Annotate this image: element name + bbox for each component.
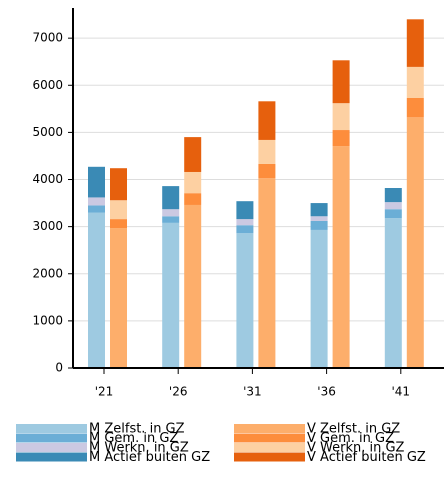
bar-segment xyxy=(184,137,202,172)
legend-label: M Actief buiten GZ xyxy=(89,450,210,465)
bar-segment xyxy=(384,202,402,210)
bar-segment xyxy=(384,188,402,203)
legend-label: V Zelfst. in GZ xyxy=(307,422,400,437)
y-tick-label: 0 xyxy=(55,361,63,375)
x-tick-label: '36 xyxy=(317,385,336,399)
bar-segment xyxy=(184,204,202,368)
bar-segment xyxy=(110,219,127,229)
legend-label: V Gem. in GZ xyxy=(307,431,394,446)
bar-segment xyxy=(184,171,202,194)
bar-segment xyxy=(258,139,276,164)
bar-segment xyxy=(162,186,180,210)
legend-swatch xyxy=(234,452,305,462)
bar-segment xyxy=(332,130,350,147)
bar-segment xyxy=(406,117,424,369)
legend-swatch xyxy=(234,433,305,443)
bar-segment xyxy=(332,60,350,104)
bar-segment xyxy=(258,163,276,179)
bar-segment xyxy=(310,216,328,221)
x-tick-label: '41 xyxy=(392,385,411,399)
bar-segment xyxy=(384,209,402,219)
bar-segment xyxy=(310,220,328,230)
legend-label: V Actief buiten GZ xyxy=(307,450,426,465)
x-tick-label: '21 xyxy=(95,385,114,399)
bar-segment xyxy=(88,197,105,206)
bar-segment xyxy=(236,201,254,220)
x-tick-label: '31 xyxy=(243,385,262,399)
legend-swatch xyxy=(16,452,87,462)
legend-swatch xyxy=(16,433,87,443)
bar-segment xyxy=(406,98,424,118)
bar-segment xyxy=(162,216,180,223)
y-tick-label: 3000 xyxy=(32,219,63,233)
bar-segment xyxy=(88,212,105,368)
bar-segment xyxy=(310,203,328,217)
bar-segment xyxy=(162,209,180,217)
bar-segment xyxy=(88,205,105,213)
legend-swatch xyxy=(234,443,305,452)
y-tick-label: 7000 xyxy=(32,31,63,45)
bar-segment xyxy=(332,103,350,131)
y-tick-label: 1000 xyxy=(32,313,63,327)
bar-segment xyxy=(236,219,254,226)
bar-segment xyxy=(384,218,402,368)
legend-label: V Werkn. in GZ xyxy=(307,441,405,456)
bar-segment xyxy=(110,228,127,368)
bar-segment xyxy=(310,229,328,368)
bar-segment xyxy=(236,233,254,368)
legend-label: M Zelfst. in GZ xyxy=(89,422,185,437)
bar-segment xyxy=(88,166,105,198)
legend-swatch xyxy=(16,443,87,452)
bar-segment xyxy=(406,19,424,67)
legend-swatch xyxy=(234,424,305,433)
x-tick-label: '26 xyxy=(169,385,188,399)
bar-segment xyxy=(406,66,424,98)
y-tick-label: 6000 xyxy=(32,78,63,92)
y-tick-label: 5000 xyxy=(32,125,63,139)
bar-segment xyxy=(110,168,127,201)
bar-segment xyxy=(162,222,180,368)
legend-label: M Werkn. in GZ xyxy=(89,441,189,456)
bar-segment xyxy=(236,225,254,234)
y-tick-label: 2000 xyxy=(32,266,63,280)
bar-segment xyxy=(258,101,276,140)
bar-segment xyxy=(184,193,202,205)
bar-segment xyxy=(110,200,127,220)
legend-label: M Gem. in GZ xyxy=(89,431,178,446)
y-tick-label: 4000 xyxy=(32,172,63,186)
bar-segment xyxy=(332,146,350,368)
bar-segment xyxy=(258,178,276,368)
legend-swatch xyxy=(16,424,87,433)
